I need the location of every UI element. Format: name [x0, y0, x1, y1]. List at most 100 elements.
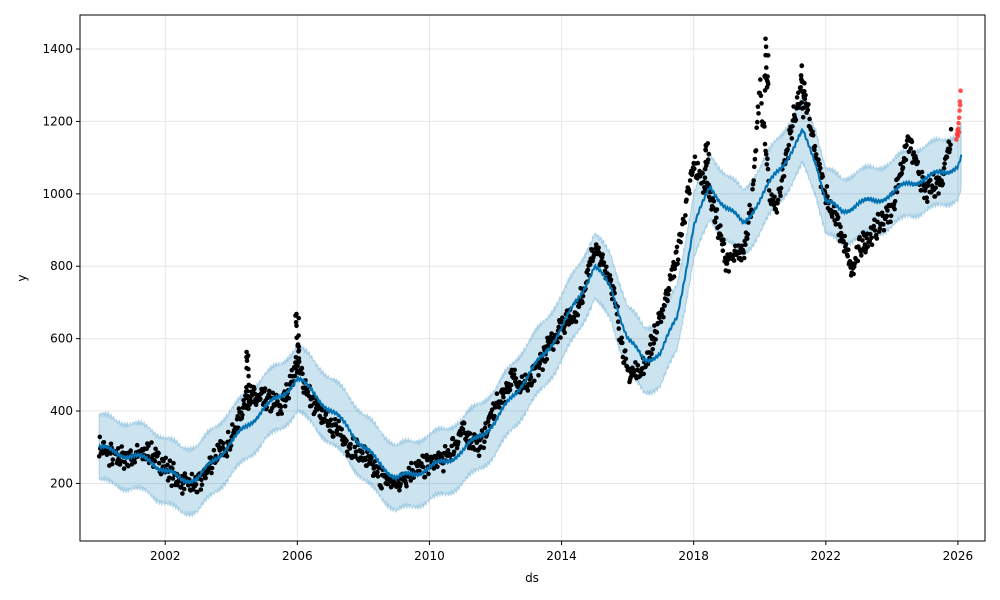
observed-point [712, 219, 718, 225]
observed-point [765, 156, 770, 161]
observed-point [743, 242, 748, 248]
observed-point [754, 125, 759, 130]
observed-point [762, 73, 767, 79]
observed-point [199, 482, 205, 488]
observed-point [435, 464, 440, 470]
observed-point [258, 396, 263, 402]
observed-point [221, 441, 226, 446]
observed-point [704, 163, 709, 168]
observed-point [282, 403, 288, 409]
observed-point [746, 220, 751, 225]
observed-point [508, 382, 514, 388]
observed-point [700, 171, 705, 176]
observed-point [199, 477, 204, 483]
observed-point [339, 427, 345, 432]
x-tick-label: 2026 [943, 549, 974, 563]
observed-point [246, 373, 251, 379]
x-tick-label: 2010 [414, 549, 445, 563]
observed-point [675, 257, 681, 263]
observed-point [451, 449, 457, 455]
observed-point [328, 417, 334, 423]
observed-point [536, 365, 542, 371]
observed-point [596, 245, 601, 251]
forecast-line [98, 127, 963, 485]
observed-point [519, 374, 525, 380]
observed-point [653, 337, 658, 342]
observed-point [331, 434, 336, 439]
observed-point [370, 462, 375, 467]
observed-point [764, 162, 770, 167]
observed-point [262, 386, 268, 391]
observed-point [616, 326, 622, 331]
observed-point [549, 331, 554, 336]
observed-point [585, 267, 591, 273]
observed-point [756, 111, 761, 116]
observed-point [741, 255, 747, 261]
observed-point [134, 442, 140, 448]
observed-point [793, 117, 799, 123]
observed-point [753, 148, 759, 153]
observed-point [648, 342, 653, 347]
observed-point [684, 197, 689, 203]
observed-point [928, 177, 933, 183]
observed-point [309, 403, 314, 409]
observed-point [461, 420, 467, 426]
observed-point [294, 335, 300, 341]
observed-point [817, 161, 822, 167]
observed-point [683, 213, 688, 218]
observed-point [352, 444, 358, 450]
observed-point [300, 371, 305, 377]
observed-point [932, 194, 938, 199]
observed-point [741, 250, 746, 255]
observed-point [942, 161, 947, 166]
observed-point [426, 471, 431, 477]
observed-point [623, 348, 628, 353]
observed-point [876, 212, 881, 217]
observed-point [336, 418, 342, 424]
observed-point [460, 427, 466, 432]
observed-point [544, 356, 550, 362]
observed-point [801, 105, 807, 110]
observed-point [333, 422, 339, 427]
observed-point [894, 189, 900, 195]
observed-point [806, 102, 811, 107]
observed-point [660, 307, 666, 313]
observed-point [888, 219, 893, 224]
observed-point [347, 446, 353, 451]
observed-point [492, 413, 497, 419]
observed-point [671, 274, 677, 279]
y-tick-label: 1000 [42, 187, 73, 201]
observed-point [903, 157, 909, 163]
observed-point [725, 257, 731, 262]
observed-point [295, 363, 301, 369]
observed-point [706, 194, 712, 200]
y-tick-label: 200 [50, 476, 73, 490]
observed-point [580, 293, 586, 299]
observed-point [445, 448, 451, 453]
observed-point [279, 411, 285, 416]
observed-point [558, 335, 563, 340]
observed-point [278, 404, 284, 410]
x-tick-label: 2018 [678, 549, 709, 563]
observed-point [296, 315, 302, 321]
observed-point [841, 238, 846, 244]
observed-point [481, 445, 487, 451]
plot-frame [79, 14, 986, 542]
observed-point [674, 244, 680, 250]
observed-point [458, 431, 464, 437]
observed-point [869, 242, 875, 247]
observed-point [765, 166, 771, 172]
observed-point [109, 461, 115, 467]
observed-point [305, 389, 311, 395]
observed-point [919, 169, 925, 175]
observed-point [812, 147, 817, 153]
observed-point [919, 187, 924, 193]
observed-point [275, 399, 280, 404]
observed-point [859, 253, 864, 258]
y-axis-label: y [15, 274, 29, 281]
observed-point [763, 152, 769, 157]
observed-point [536, 373, 541, 378]
observed-point [829, 214, 835, 219]
observed-point [456, 439, 461, 445]
observed-point [128, 448, 133, 453]
